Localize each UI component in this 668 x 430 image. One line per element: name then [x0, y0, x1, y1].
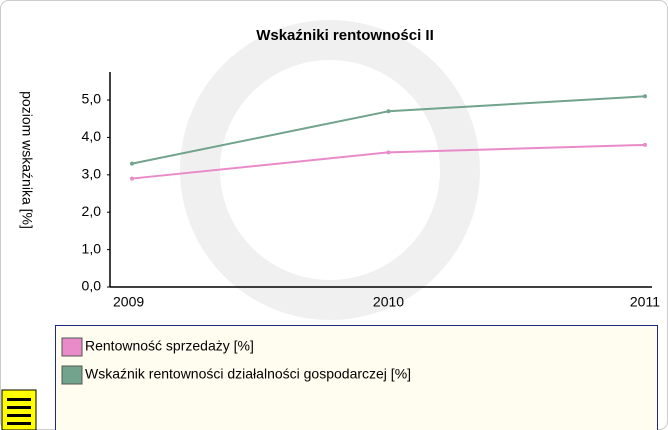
data-point [643, 94, 647, 99]
legend-swatch [61, 365, 83, 385]
y-tick-label: 2,0 [82, 203, 102, 219]
x-tick-label: 2011 [630, 294, 660, 310]
watermark [180, 20, 480, 320]
legend [55, 325, 658, 430]
y-tick-label: 0,0 [82, 278, 102, 294]
y-tick-label: 3,0 [82, 166, 102, 182]
data-point [130, 161, 134, 166]
data-point [386, 109, 391, 114]
x-tick-label: 2009 [113, 294, 144, 310]
x-tick-label: 2010 [373, 294, 404, 310]
y-tick-label: 1,0 [82, 240, 102, 256]
legend-label: Wskaźnik rentowności działalności gospod… [85, 366, 411, 382]
data-point [130, 176, 134, 181]
legend-label: Rentowność sprzedaży [%] [85, 338, 254, 354]
data-point [643, 142, 647, 147]
chart-title: Wskaźniki rentowności II [256, 27, 434, 44]
y-tick-label: 5,0 [82, 91, 102, 107]
data-point [386, 150, 391, 155]
y-axis-label: poziom wskaźnika [%] [19, 91, 35, 229]
menu-icon[interactable] [1, 389, 37, 430]
legend-swatch [61, 337, 83, 357]
y-tick-label: 4,0 [82, 128, 102, 144]
